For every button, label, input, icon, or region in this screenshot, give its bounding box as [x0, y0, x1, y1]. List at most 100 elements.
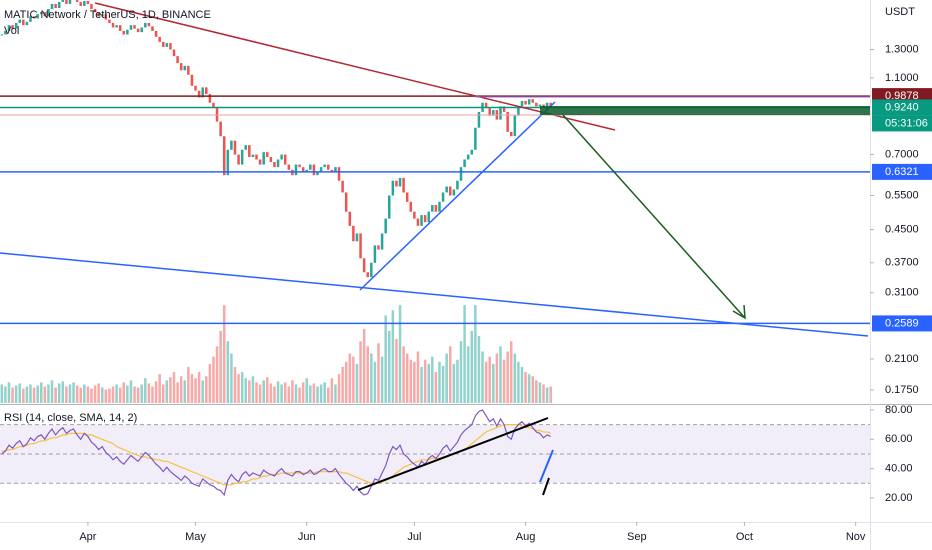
volume-bar [201, 380, 204, 403]
candle [11, 25, 14, 29]
countdown-tag [872, 115, 932, 132]
candle [126, 29, 129, 35]
volume-bar [140, 384, 143, 403]
candle [197, 90, 201, 98]
candle [341, 180, 344, 193]
candle [147, 22, 151, 27]
candle [466, 154, 470, 160]
candle [527, 99, 531, 105]
volume-bar [484, 361, 488, 403]
volume-bar [11, 387, 14, 403]
volume-bar [466, 346, 470, 403]
candle [54, 3, 57, 8]
candle [111, 22, 115, 28]
volume-bar [380, 356, 384, 403]
volume-bar [237, 374, 240, 403]
currency: USDT [885, 6, 915, 18]
candle [201, 87, 204, 98]
volume-bar [405, 353, 409, 403]
candle [43, 12, 47, 17]
candle [323, 164, 326, 168]
volume-bar [370, 353, 373, 403]
volume-bar [337, 374, 341, 403]
volume-bar [341, 366, 344, 403]
volume-bar [488, 356, 491, 403]
volume-bar [18, 383, 21, 403]
candle [262, 152, 265, 165]
candle [161, 41, 165, 47]
volume-bar [115, 384, 118, 403]
candle [334, 167, 337, 173]
candle [29, 16, 32, 22]
price-tag [872, 99, 932, 116]
volume-bar [233, 366, 237, 403]
volume-bar [283, 382, 287, 403]
candle [179, 63, 183, 71]
volume-bar [474, 305, 477, 403]
volume-bar [549, 386, 552, 403]
candle [355, 233, 359, 242]
volume-bar [255, 382, 258, 403]
candle [337, 167, 341, 181]
candle [122, 30, 126, 35]
volume-bar [97, 383, 100, 403]
volume-bar [402, 346, 405, 403]
volume-bar [165, 380, 169, 403]
candle [255, 154, 258, 160]
candle [301, 167, 305, 173]
candle [319, 167, 323, 173]
volume-bar [359, 341, 362, 403]
volume-bar [294, 384, 298, 403]
volume-bar [513, 353, 517, 403]
y-tick-label: 0.1750 [885, 384, 919, 396]
candle [434, 205, 438, 212]
candle [359, 233, 362, 259]
volume-bar [395, 339, 398, 403]
candle [187, 65, 190, 75]
volume-bar [240, 372, 244, 403]
volume-bar [79, 387, 82, 403]
candle [32, 16, 36, 19]
volume-bar [14, 385, 18, 403]
candle [524, 100, 527, 105]
candle [535, 102, 538, 107]
volume-bar [266, 377, 269, 403]
candle [7, 25, 11, 31]
candle [298, 164, 301, 168]
candle [222, 136, 226, 176]
y-tick-label: 0.7000 [885, 148, 919, 160]
volume-bar [158, 374, 161, 403]
candle [384, 218, 387, 234]
candle [427, 211, 430, 223]
volume-bar [538, 382, 542, 403]
volume-bar [208, 363, 212, 403]
x-tick-label: May [185, 531, 206, 543]
volume-bar [262, 380, 265, 403]
candle [22, 19, 25, 26]
rsi-tick-label: 20.00 [885, 492, 913, 504]
volume-bar [423, 359, 427, 403]
volume-bar [258, 384, 262, 403]
candle [416, 218, 420, 226]
candle [258, 159, 262, 165]
volume-bar [535, 380, 538, 403]
candle [377, 245, 380, 250]
volume-bar [36, 385, 39, 403]
volume-bar [309, 385, 312, 403]
volume-bar [222, 305, 226, 403]
volume-bar [47, 384, 50, 403]
candle [327, 164, 330, 170]
volume-bar [388, 330, 391, 403]
volume-bar [147, 383, 151, 403]
trendline-support [359, 101, 556, 291]
candle [273, 162, 276, 168]
candle [420, 215, 423, 226]
candle [108, 19, 111, 23]
candle [118, 25, 122, 31]
volume-bar [448, 346, 452, 403]
y-tick-label: 0.5500 [885, 189, 919, 201]
volume-bar [118, 387, 122, 403]
volume-bar [54, 387, 57, 403]
volume-bar [129, 380, 133, 403]
